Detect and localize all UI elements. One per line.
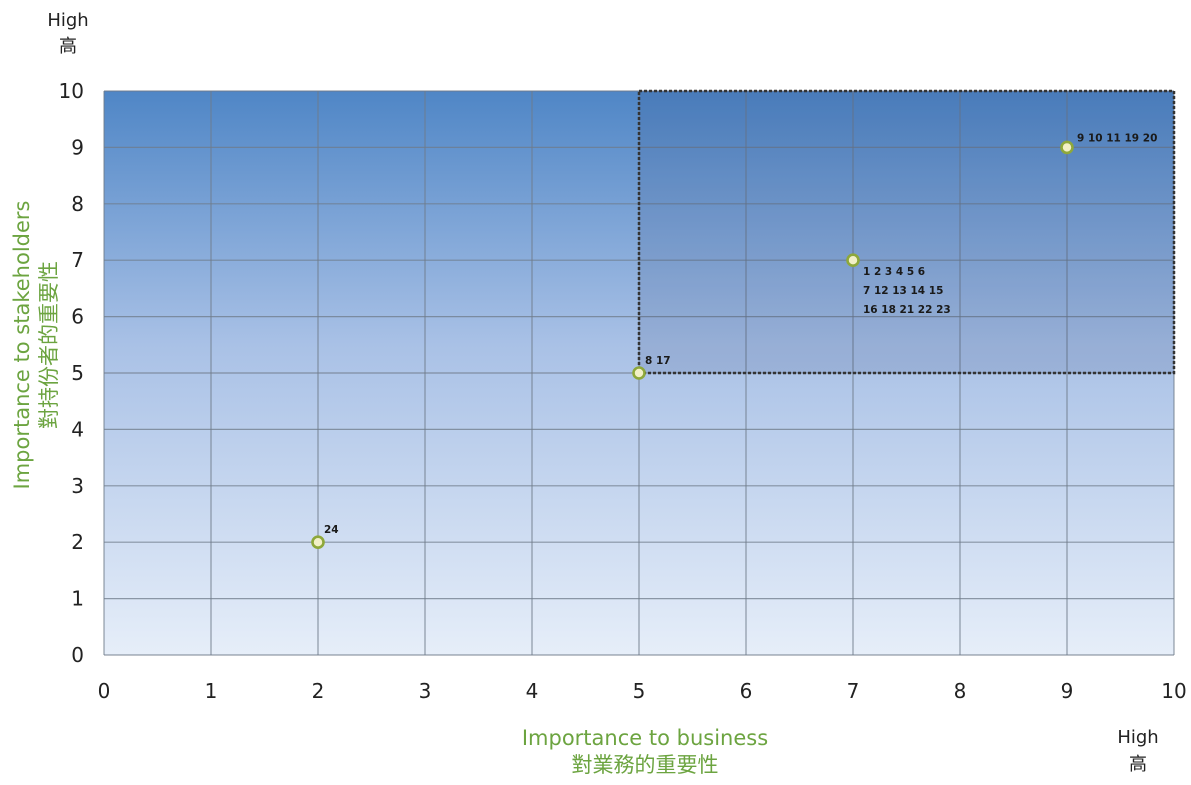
- point-label: 1 2 3 4 5 6: [863, 266, 925, 278]
- data-point-4: 9 10 11 19 20: [1060, 132, 1157, 155]
- x-axis-title: Importance to business: [522, 726, 768, 750]
- y-tick-label: 6: [71, 305, 84, 329]
- point-marker: [846, 253, 860, 268]
- data-points: 24 8 17 1 2 3 4 5 6 7 12 13 14 15 16 18 21 2…: [311, 132, 1157, 550]
- x-tick-label: 2: [312, 679, 325, 703]
- x-tick-label: 5: [633, 679, 646, 703]
- x-tick-label: 6: [740, 679, 753, 703]
- data-point-3: 1 2 3 4 5 6 7 12 13 14 15 16 18 21 22 23: [846, 253, 951, 316]
- x-tick-label: 1: [205, 679, 218, 703]
- y-tick-label: 9: [71, 135, 84, 159]
- y-axis-ticks: 0 1 2 3 4 5 6 7 8 9 10: [59, 79, 84, 667]
- x-high-label: High: [1117, 727, 1158, 748]
- x-tick-label: 0: [98, 679, 111, 703]
- y-tick-label: 5: [71, 361, 84, 385]
- x-tick-label: 10: [1161, 679, 1186, 703]
- y-tick-label: 7: [71, 248, 84, 272]
- point-label: 9 10 11 19 20: [1077, 132, 1157, 144]
- high-priority-region: [637, 89, 1176, 375]
- x-tick-label: 7: [847, 679, 860, 703]
- y-tick-label: 4: [71, 417, 84, 441]
- y-tick-label: 0: [71, 643, 84, 667]
- x-axis-title-zh: 對業務的重要性: [572, 753, 719, 777]
- point-marker: [632, 366, 646, 380]
- y-tick-label: 10: [59, 79, 84, 103]
- x-axis-ticks: 0 1 2 3 4 5 6 7 8 9 10: [98, 679, 1187, 703]
- y-tick-label: 3: [71, 474, 84, 498]
- point-label: 24: [324, 524, 339, 536]
- x-tick-label: 3: [419, 679, 432, 703]
- y-high-label-zh: 高: [59, 36, 77, 57]
- y-tick-label: 8: [71, 192, 84, 216]
- y-axis-title: Importance to stakeholders: [10, 201, 34, 490]
- point-marker: [311, 535, 325, 550]
- x-tick-label: 4: [526, 679, 539, 703]
- y-tick-label: 1: [71, 587, 84, 611]
- x-tick-label: 9: [1061, 679, 1074, 703]
- data-point-1: 24: [311, 524, 339, 550]
- y-high-label: High: [47, 10, 88, 31]
- point-label: 7 12 13 14 15: [863, 285, 943, 297]
- x-high-label-zh: 高: [1129, 754, 1147, 775]
- point-marker: [1060, 140, 1074, 155]
- point-label: 16 18 21 22 23: [863, 304, 951, 316]
- data-point-2: 8 17: [632, 355, 671, 380]
- y-axis-title-zh: 對持份者的重要性: [37, 261, 61, 429]
- x-tick-label: 8: [954, 679, 967, 703]
- point-label: 8 17: [645, 355, 671, 367]
- y-tick-label: 2: [71, 530, 84, 554]
